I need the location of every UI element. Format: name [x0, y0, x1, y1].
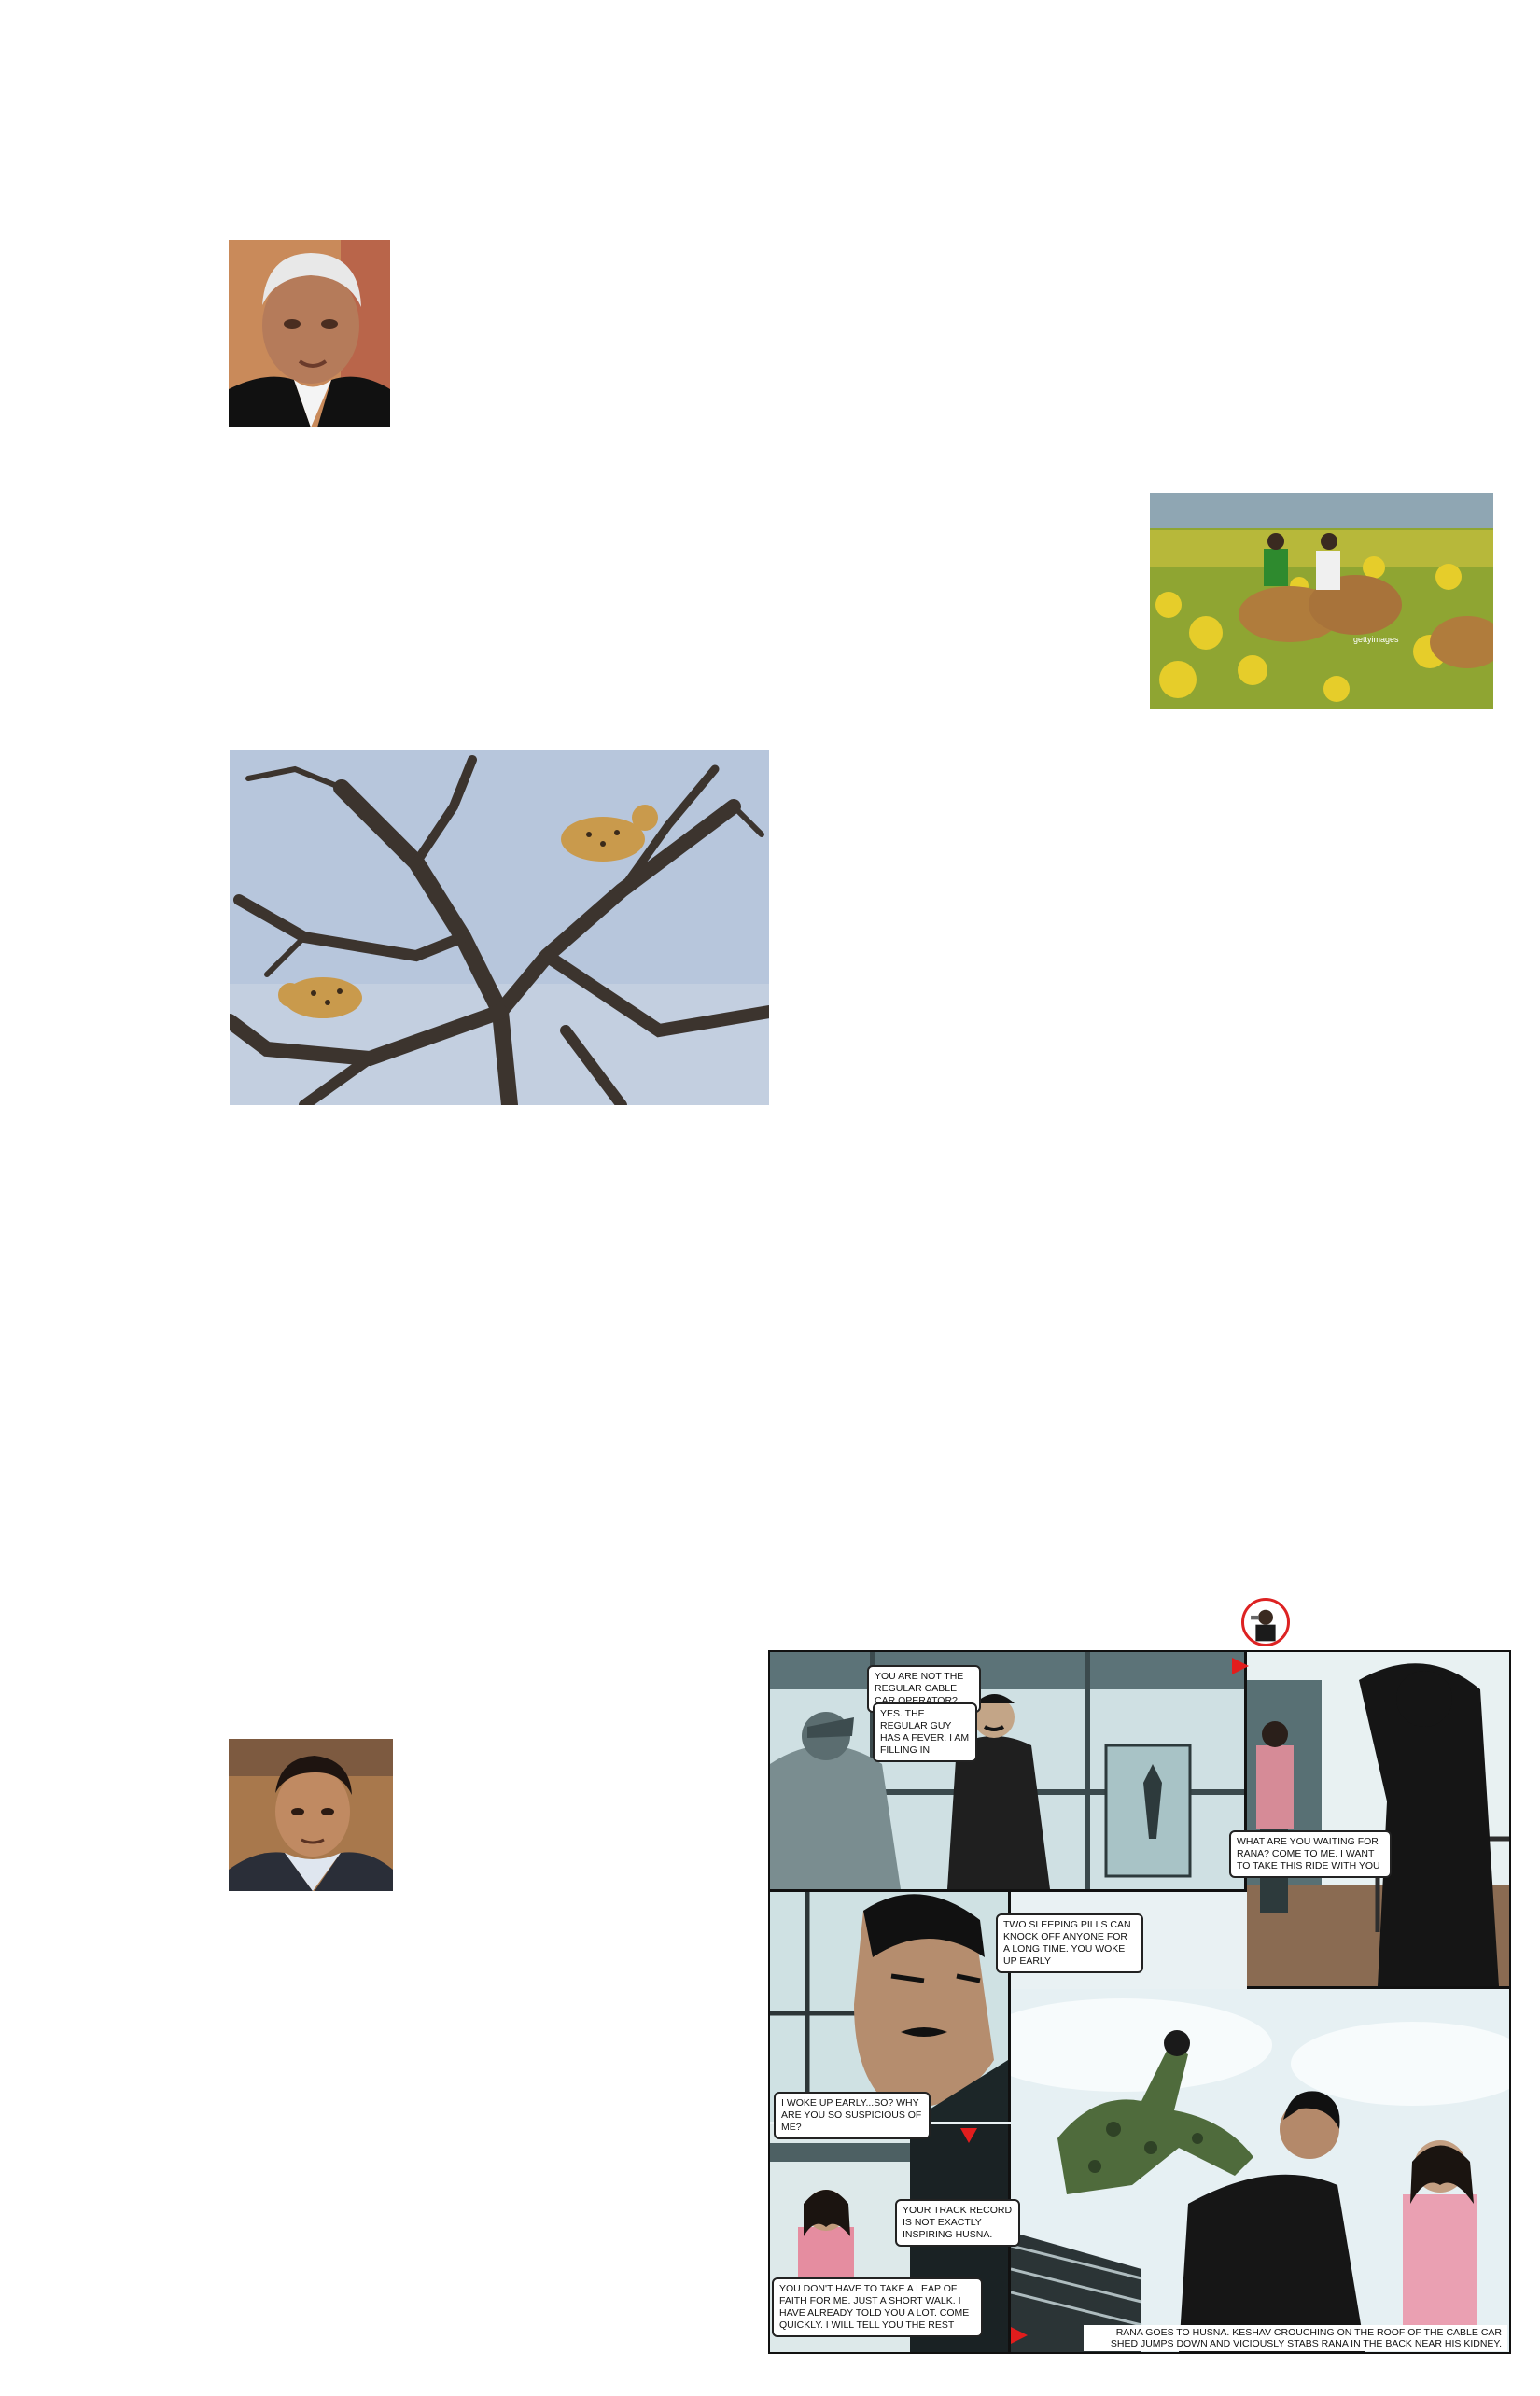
comic-panel-rana-closeup [770, 1892, 1011, 2122]
speech-bubble-regular-fever: YES. THE REGULAR GUY HAS A FEVER. I AM F… [873, 1702, 977, 1762]
comic-strip: YOU ARE NOT THE REGULAR CABLE CAR OPERAT… [768, 1650, 1511, 2354]
leopards-in-tree-photo-icon [230, 750, 769, 1105]
red-marker-icon [960, 2128, 977, 2143]
field-workers-photo: gettyimages [1150, 493, 1493, 709]
comic-caption: RANA GOES TO HUSNA. KESHAV CROUCHING ON … [1084, 2325, 1507, 2351]
leopards-tree-photo [230, 750, 769, 1105]
hero-badge-icon [1241, 1598, 1290, 1646]
speech-bubble-track-record: YOUR TRACK RECORD IS NOT EXACTLY INSPIRI… [895, 2199, 1020, 2247]
portrait-photo-icon [229, 1739, 393, 1891]
getty-watermark: gettyimages [1353, 635, 1399, 644]
red-marker-icon [1232, 1658, 1249, 1674]
second-portrait-photo [229, 1739, 393, 1891]
speech-bubble-leap-of-faith: YOU DON'T HAVE TO TAKE A LEAP OF FAITH F… [772, 2277, 983, 2337]
speech-bubble-woke-up-early: I WOKE UP EARLY...SO? WHY ARE YOU SO SUS… [774, 2092, 931, 2139]
comic-panel-attack [1011, 1989, 1509, 2352]
farm-field-photo-icon: gettyimages [1150, 493, 1493, 709]
speech-bubble-sleeping-pills: TWO SLEEPING PILLS CAN KNOCK OFF ANYONE … [996, 1913, 1143, 1973]
speech-bubble-waiting-for-rana: WHAT ARE YOU WAITING FOR RANA? COME TO M… [1229, 1830, 1392, 1878]
comic-panel-operator [770, 1652, 1247, 1892]
portrait-photo-icon [229, 240, 390, 427]
politician-portrait-photo [229, 240, 390, 427]
red-marker-icon [1011, 2327, 1028, 2344]
comic-panel-husna-balcony [1247, 1652, 1509, 1989]
